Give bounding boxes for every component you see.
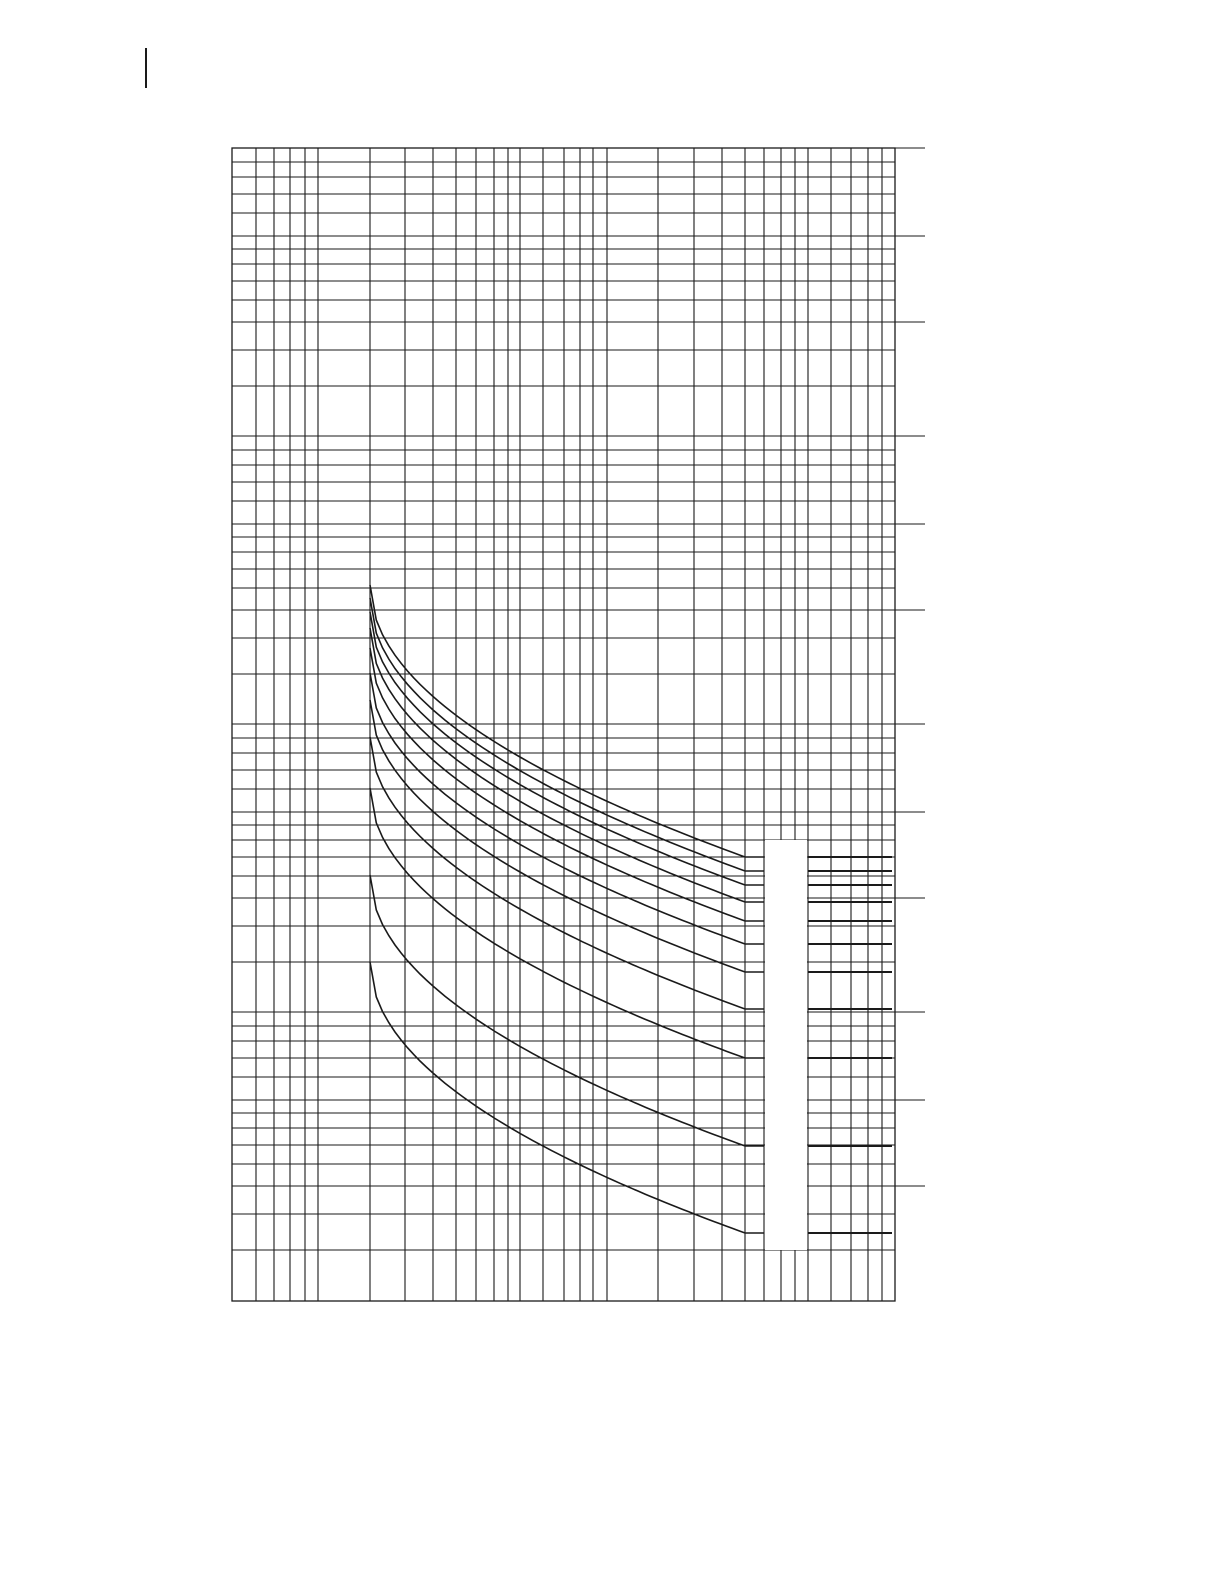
curve-3 — [369, 611, 764, 886]
blank-column — [765, 840, 807, 1250]
curve-7 — [369, 699, 764, 973]
curve-6 — [369, 672, 764, 945]
plot-frame — [231, 147, 896, 1302]
curve-9 — [369, 787, 764, 1059]
curve-8 — [369, 736, 764, 1010]
curve-10 — [369, 874, 764, 1147]
curve-1 — [369, 584, 764, 858]
grid — [232, 147, 925, 1301]
curve-5 — [369, 647, 764, 922]
curve-4 — [369, 627, 764, 903]
curve-11 — [369, 961, 764, 1234]
curve-2 — [369, 597, 764, 872]
curves — [369, 584, 892, 1234]
